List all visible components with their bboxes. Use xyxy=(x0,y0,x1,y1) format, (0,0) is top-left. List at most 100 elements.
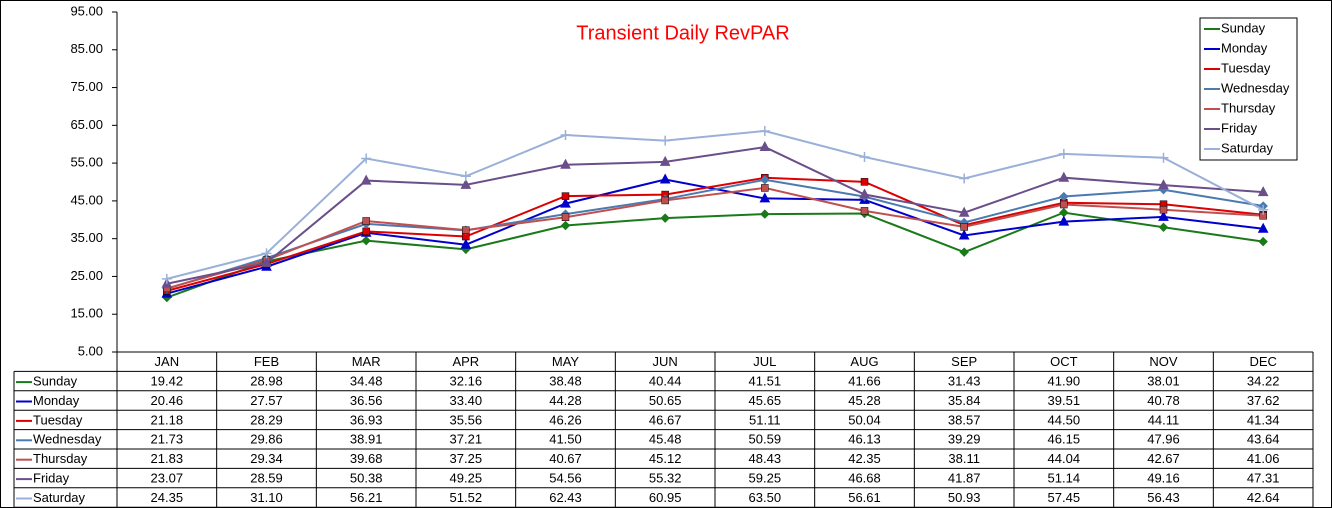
x-tick-label: JAN xyxy=(155,354,180,369)
table-cell: 33.40 xyxy=(450,393,483,408)
table-cell: 39.51 xyxy=(1048,393,1081,408)
marker xyxy=(1059,207,1069,218)
y-tick-label: 45.00 xyxy=(70,192,103,207)
table-cell: 55.32 xyxy=(649,471,682,486)
x-tick-label: NOV xyxy=(1149,354,1178,369)
table-cell: 29.34 xyxy=(250,451,283,466)
marker xyxy=(1158,152,1169,163)
table-cell: 49.25 xyxy=(450,471,483,486)
marker xyxy=(1058,215,1070,226)
table-cell: 41.50 xyxy=(549,432,582,447)
table-cell: 41.51 xyxy=(749,374,782,389)
table-cell: 41.06 xyxy=(1247,451,1280,466)
marker xyxy=(1158,179,1169,190)
marker xyxy=(660,213,670,223)
y-tick-label: 85.00 xyxy=(70,41,103,56)
marker xyxy=(560,158,571,169)
x-tick-label: AUG xyxy=(850,354,878,369)
table-cell: 56.43 xyxy=(1147,490,1180,505)
table-row-label: Monday xyxy=(33,393,80,408)
marker xyxy=(1058,148,1069,159)
legend-label: Friday xyxy=(1221,120,1258,135)
table-cell: 46.15 xyxy=(1048,432,1081,447)
table-cell: 45.48 xyxy=(649,432,682,447)
table-cell: 46.13 xyxy=(848,432,881,447)
x-tick-label: MAY xyxy=(552,354,580,369)
series-line xyxy=(166,176,1264,292)
table-cell: 32.16 xyxy=(450,374,483,389)
marker xyxy=(960,223,968,231)
y-tick-label: 35.00 xyxy=(70,230,103,245)
table-cell: 34.48 xyxy=(350,374,383,389)
series-line xyxy=(166,178,1264,290)
marker xyxy=(460,171,471,182)
marker xyxy=(1059,191,1069,202)
table-cell: 19.42 xyxy=(151,374,184,389)
table-cell: 41.66 xyxy=(848,374,881,389)
table-cell: 36.93 xyxy=(350,412,383,427)
table-cell: 37.25 xyxy=(450,451,483,466)
marker xyxy=(460,238,472,249)
marker xyxy=(759,126,770,136)
marker xyxy=(760,175,770,185)
table-cell: 44.50 xyxy=(1048,412,1081,427)
legend-label: Saturday xyxy=(1221,140,1274,155)
table-cell: 49.16 xyxy=(1147,471,1180,486)
table-cell: 51.11 xyxy=(749,412,781,427)
table-cell: 50.04 xyxy=(848,412,881,427)
table-cell: 40.44 xyxy=(649,374,682,389)
table-cell: 28.59 xyxy=(250,471,283,486)
marker xyxy=(560,130,571,141)
x-tick-label: DEC xyxy=(1249,354,1276,369)
table-cell: 44.04 xyxy=(1048,451,1081,466)
marker xyxy=(958,206,970,217)
marker xyxy=(561,213,570,221)
table-cell: 37.62 xyxy=(1247,393,1280,408)
table-cell: 45.28 xyxy=(848,393,881,408)
marker xyxy=(759,192,771,203)
marker xyxy=(261,248,272,259)
table-cell: 56.21 xyxy=(350,490,383,505)
table-cell: 63.50 xyxy=(749,490,782,505)
table-row-label: Wednesday xyxy=(33,432,102,447)
x-tick-label: JUL xyxy=(753,354,776,369)
table-cell: 62.43 xyxy=(549,490,582,505)
marker xyxy=(661,196,669,205)
marker xyxy=(560,220,571,231)
table-row-label: Thursday xyxy=(33,451,88,466)
table-row-label: Sunday xyxy=(33,374,78,389)
table-cell: 41.34 xyxy=(1247,412,1280,427)
series-line xyxy=(166,129,1264,280)
table-cell: 42.35 xyxy=(848,451,881,466)
legend-label: Wednesday xyxy=(1221,80,1290,95)
marker xyxy=(1158,222,1169,233)
table-cell: 20.46 xyxy=(151,393,184,408)
table-cell: 40.67 xyxy=(549,451,582,466)
y-tick-label: 95.00 xyxy=(70,3,103,18)
marker xyxy=(1060,200,1068,209)
table-cell: 23.07 xyxy=(151,471,184,486)
table-cell: 38.48 xyxy=(549,374,582,389)
table-cell: 21.18 xyxy=(151,412,184,427)
y-tick-label: 65.00 xyxy=(70,117,103,132)
marker xyxy=(360,174,372,185)
y-tick-label: 15.00 xyxy=(70,306,103,321)
table-cell: 50.38 xyxy=(350,471,383,486)
marker xyxy=(1257,186,1269,197)
table-cell: 35.84 xyxy=(948,393,981,408)
y-tick-label: 55.00 xyxy=(70,155,103,170)
table-cell: 46.67 xyxy=(649,412,682,427)
table-row-label: Saturday xyxy=(33,490,86,505)
marker xyxy=(760,209,770,219)
marker xyxy=(1158,210,1169,221)
table-cell: 44.28 xyxy=(549,393,582,408)
marker xyxy=(761,184,769,192)
table-row-label: Tuesday xyxy=(33,412,83,427)
table-cell: 45.12 xyxy=(649,451,682,466)
table-cell: 41.90 xyxy=(1048,374,1081,389)
table-cell: 31.43 xyxy=(948,374,981,389)
legend-label: Thursday xyxy=(1221,100,1276,115)
marker xyxy=(859,188,870,199)
marker xyxy=(561,192,570,200)
